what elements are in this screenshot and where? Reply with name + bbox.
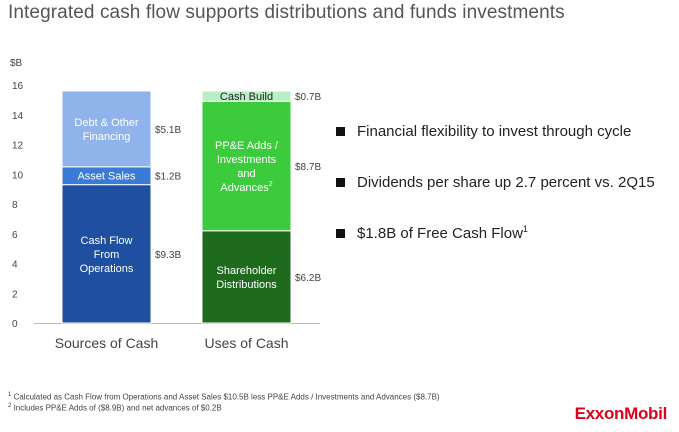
y-tick-label: 10 <box>12 170 24 181</box>
data-label: $8.7B <box>295 162 321 173</box>
x-tick-label: Uses of Cash <box>204 335 288 351</box>
y-axis-label: $B <box>10 58 23 69</box>
square-bullet-icon <box>336 127 345 136</box>
bullet-text: Dividends per share up 2.7 percent vs. 2… <box>357 174 655 191</box>
footnote-2: 2 Includes PP&E Adds of ($8.9B) and net … <box>8 403 222 413</box>
segment-label: Cash Build <box>220 91 273 103</box>
bullet-item: Financial flexibility to invest through … <box>336 122 676 173</box>
bar-segment <box>201 100 292 232</box>
y-tick-label: 14 <box>12 111 24 122</box>
y-tick-label: 12 <box>12 141 24 152</box>
y-tick-label: 0 <box>12 319 18 330</box>
bullet-text: Financial flexibility to invest through … <box>357 123 632 140</box>
y-tick-label: 2 <box>12 289 18 300</box>
data-label: $9.3B <box>155 250 181 261</box>
data-label: $1.2B <box>155 172 181 183</box>
data-label: $0.7B <box>295 92 321 103</box>
y-tick-label: 6 <box>12 230 18 241</box>
bullet-list: Financial flexibility to invest through … <box>336 122 676 275</box>
bullet-item: Dividends per share up 2.7 percent vs. 2… <box>336 173 676 224</box>
data-label: $6.2B <box>295 273 321 284</box>
segment-label: Asset Sales <box>77 171 136 183</box>
bullet-text: $1.8B of Free Cash Flow1 <box>357 224 528 242</box>
y-tick-label: 8 <box>12 200 18 211</box>
square-bullet-icon <box>336 178 345 187</box>
exxonmobil-logo: ExxonMobil <box>574 404 668 423</box>
y-tick-label: 4 <box>12 260 18 271</box>
segment-label: Debt & Other Financing <box>74 117 139 143</box>
segment-label: Cash Flow From Operations <box>80 235 134 275</box>
bar-segment <box>61 184 152 324</box>
segment-label: Shareholder Distributions <box>216 265 277 291</box>
bar-segment <box>61 90 152 168</box>
bar-segment <box>201 230 292 324</box>
footnote-1: 1 Calculated as Cash Flow from Operation… <box>8 392 440 402</box>
y-tick-label: 16 <box>12 81 24 92</box>
bar-segment <box>201 90 292 102</box>
segment-label: PP&E Adds / Investments and Advances2 <box>215 140 279 194</box>
bullet-item: $1.8B of Free Cash Flow1 <box>336 224 676 275</box>
slide-title: Integrated cash flow supports distributi… <box>8 2 565 23</box>
data-label: $5.1B <box>155 125 181 136</box>
square-bullet-icon <box>336 229 345 238</box>
x-tick-label: Sources of Cash <box>55 335 159 351</box>
